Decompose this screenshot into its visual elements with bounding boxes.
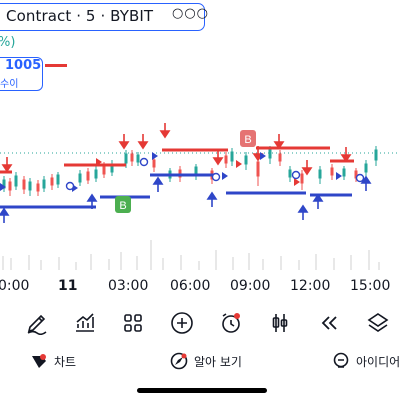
more-icon[interactable]: ○○○	[172, 6, 210, 21]
price-label-value: 1005	[5, 58, 42, 73]
signal-flags	[0, 152, 342, 192]
volume-bars	[2, 240, 380, 270]
nav-chart-label: 차트	[54, 354, 77, 369]
change-percent: %)	[0, 35, 16, 50]
drawing-toolbar	[0, 308, 400, 340]
nav-learn[interactable]: 알아 보기	[170, 346, 242, 376]
symbol-title[interactable]: Contract · 5 · BYBIT	[6, 7, 154, 25]
time-label: 12:00	[290, 278, 331, 294]
indicators-icon[interactable]	[70, 308, 100, 338]
nav-ideas-label: 아이디어	[356, 354, 400, 369]
layouts-icon[interactable]	[118, 308, 148, 338]
buy-arrows	[0, 175, 372, 223]
resistance-lines	[0, 146, 354, 174]
signal-circles	[65, 157, 365, 191]
draw-icon[interactable]	[22, 308, 52, 338]
ideas-bulb-icon	[333, 352, 349, 368]
add-icon[interactable]	[167, 308, 197, 338]
symbol-title-pill[interactable]	[0, 3, 205, 31]
sell-arrows	[1, 123, 352, 176]
buy-badge-red-label: B	[244, 134, 251, 146]
time-label-day: 11	[58, 278, 78, 294]
price-label-box[interactable]	[0, 57, 43, 91]
alert-icon[interactable]	[216, 308, 246, 338]
time-label: 15:00	[350, 278, 391, 294]
buy-badge-green-label: B	[119, 200, 126, 212]
chart-type-icon[interactable]	[265, 308, 295, 338]
time-label: 03:00	[108, 278, 149, 294]
bottom-navigation: 차트 알아 보기 아이디어	[0, 346, 400, 376]
buy-badge-green	[115, 196, 131, 213]
price-chart[interactable]: B B	[0, 120, 400, 270]
time-label: 06:00	[170, 278, 211, 294]
nav-chart[interactable]: 차트	[30, 346, 76, 376]
replay-icon[interactable]	[314, 308, 344, 338]
chart-logo-icon	[32, 354, 46, 368]
nav-learn-label: 알아 보기	[194, 354, 242, 369]
time-axis: 0:00 11 03:00 06:00 09:00 12:00 15:00	[0, 278, 400, 298]
price-line-marker	[45, 64, 67, 67]
nav-ideas[interactable]: 아이디어	[332, 346, 400, 376]
layers-icon[interactable]	[363, 308, 393, 338]
price-label-sub: 수이	[0, 79, 19, 90]
home-indicator[interactable]	[137, 388, 267, 393]
buy-badge-red	[240, 130, 256, 147]
learn-compass-icon	[170, 352, 188, 370]
buy-badges: B B	[115, 130, 256, 213]
time-label: 0:00	[0, 278, 30, 294]
time-label: 09:00	[230, 278, 271, 294]
